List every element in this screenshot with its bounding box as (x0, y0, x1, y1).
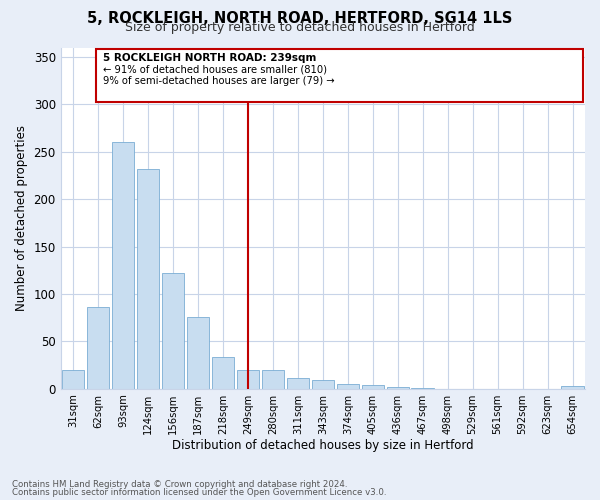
Text: Size of property relative to detached houses in Hertford: Size of property relative to detached ho… (125, 21, 475, 34)
Text: 5, ROCKLEIGH, NORTH ROAD, HERTFORD, SG14 1LS: 5, ROCKLEIGH, NORTH ROAD, HERTFORD, SG14… (88, 11, 512, 26)
Y-axis label: Number of detached properties: Number of detached properties (15, 125, 28, 311)
Bar (362, 385, 384, 388)
Bar (187, 316, 209, 388)
Bar (386, 387, 409, 388)
Text: Contains HM Land Registry data © Crown copyright and database right 2024.: Contains HM Land Registry data © Crown c… (12, 480, 347, 489)
Text: 5 ROCKLEIGH NORTH ROAD: 239sqm: 5 ROCKLEIGH NORTH ROAD: 239sqm (103, 53, 316, 63)
Text: Contains public sector information licensed under the Open Government Licence v3: Contains public sector information licen… (12, 488, 386, 497)
Bar (87, 307, 109, 388)
Bar (137, 169, 159, 388)
Text: ← 91% of detached houses are smaller (810): ← 91% of detached houses are smaller (81… (103, 64, 327, 74)
Bar (62, 370, 85, 388)
FancyBboxPatch shape (95, 50, 583, 102)
Text: 9% of semi-detached houses are larger (79) →: 9% of semi-detached houses are larger (7… (103, 76, 335, 86)
Bar (236, 370, 259, 388)
Bar (262, 370, 284, 388)
Bar (337, 384, 359, 388)
Bar (561, 386, 584, 388)
Bar (162, 273, 184, 388)
Bar (212, 358, 234, 388)
Bar (287, 378, 309, 388)
X-axis label: Distribution of detached houses by size in Hertford: Distribution of detached houses by size … (172, 440, 473, 452)
Bar (112, 142, 134, 388)
Bar (311, 380, 334, 388)
